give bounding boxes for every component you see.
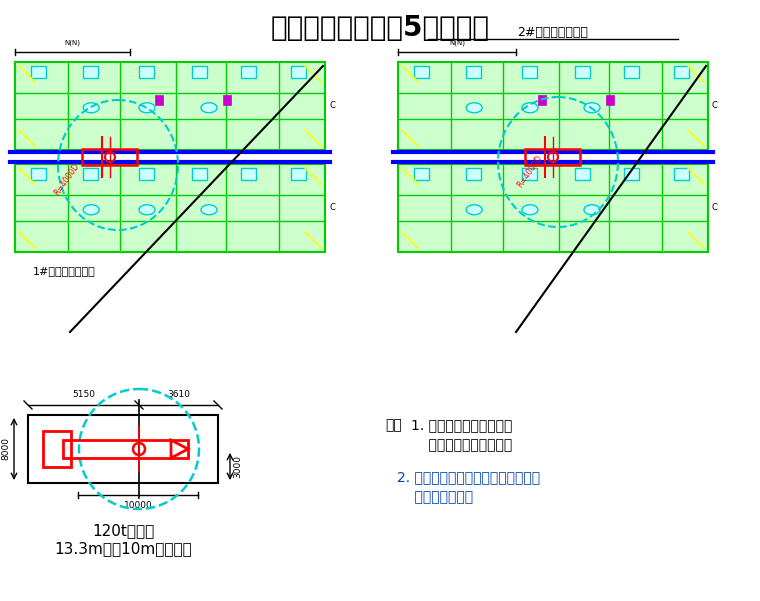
Text: C: C [329,102,335,111]
Text: R=4000D: R=4000D [516,153,545,189]
Bar [30,168,46,180]
Bar [28,415,218,483]
Bar [291,66,306,78]
Ellipse shape [201,205,217,215]
Bar [522,168,537,180]
Bar [466,168,481,180]
Bar [223,96,231,105]
Text: 注：: 注： [385,418,402,432]
Text: 吊装平面图（锌锅5片供货）: 吊装平面图（锌锅5片供货） [271,14,489,42]
Bar [15,62,325,150]
Text: 1#热镀锌机组锌锅: 1#热镀锌机组锌锅 [33,266,96,276]
Ellipse shape [83,103,100,113]
Ellipse shape [584,103,600,113]
Text: 2. 吊车走行路线上，无地下室孔洞，: 2. 吊车走行路线上，无地下室孔洞， [397,470,540,484]
Bar [525,149,580,165]
Bar [241,168,256,180]
Bar [241,66,256,78]
Text: N(N): N(N) [65,40,81,46]
Text: C: C [329,204,335,213]
Text: N(N): N(N) [449,40,465,46]
Bar [537,96,546,105]
Bar [624,168,639,180]
Bar [624,66,639,78]
Bar [674,66,689,78]
Bar [575,66,590,78]
Text: 13.3m杆，10m作业半径: 13.3m杆，10m作业半径 [54,542,192,557]
Bar [83,168,98,180]
Text: 120t汽车吊: 120t汽车吊 [92,523,154,538]
Bar [192,66,207,78]
Bar [15,164,325,252]
Text: 2#热镀锌机组锌锅: 2#热镀锌机组锌锅 [518,25,588,38]
Text: C: C [712,102,718,111]
Bar [398,164,708,252]
Ellipse shape [522,103,538,113]
Text: 1. 出车行走道路需回填、: 1. 出车行走道路需回填、 [411,418,512,432]
Bar [466,66,481,78]
Bar [139,66,154,78]
Bar [291,168,306,180]
Bar [43,431,71,467]
Bar [413,168,429,180]
Bar [522,66,537,78]
Text: R=4000D: R=4000D [53,162,81,197]
Text: 8000: 8000 [2,438,11,460]
Text: 3610: 3610 [167,390,190,399]
Ellipse shape [466,205,482,215]
Bar [30,66,46,78]
Bar [674,168,689,180]
Bar [575,168,590,180]
Ellipse shape [584,205,600,215]
Bar [398,62,708,150]
Ellipse shape [522,205,538,215]
Ellipse shape [83,205,100,215]
Bar [63,440,188,458]
Text: 夯实、面层施工完成；: 夯实、面层施工完成； [411,438,512,452]
Ellipse shape [139,205,155,215]
Ellipse shape [201,103,217,113]
Text: 10000: 10000 [124,501,152,510]
Text: 5150: 5150 [72,390,95,399]
Text: C: C [712,204,718,213]
Bar [82,149,137,165]
Bar [606,96,614,105]
Bar [139,168,154,180]
Bar [413,66,429,78]
Text: 全为实心基础。: 全为实心基础。 [397,490,473,504]
Ellipse shape [466,103,482,113]
Ellipse shape [139,103,155,113]
Bar [192,168,207,180]
Bar [83,66,98,78]
Bar [154,96,163,105]
Text: 3000: 3000 [233,455,242,478]
